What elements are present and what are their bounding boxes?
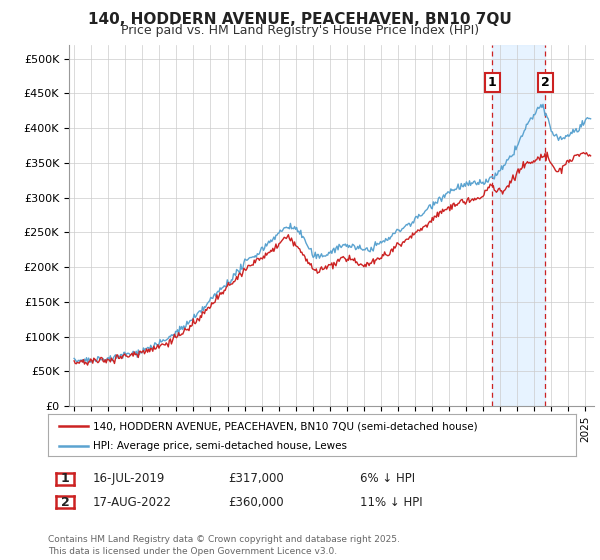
Text: £317,000: £317,000 — [228, 472, 284, 486]
Text: 140, HODDERN AVENUE, PEACEHAVEN, BN10 7QU: 140, HODDERN AVENUE, PEACEHAVEN, BN10 7Q… — [88, 12, 512, 27]
Text: 1: 1 — [488, 76, 497, 89]
Text: 140, HODDERN AVENUE, PEACEHAVEN, BN10 7QU (semi-detached house): 140, HODDERN AVENUE, PEACEHAVEN, BN10 7Q… — [93, 421, 478, 431]
Text: 11% ↓ HPI: 11% ↓ HPI — [360, 496, 422, 509]
Text: 1: 1 — [61, 472, 70, 486]
Bar — [493, 45, 545, 406]
Text: HPI: Average price, semi-detached house, Lewes: HPI: Average price, semi-detached house,… — [93, 441, 347, 451]
Text: 2: 2 — [541, 76, 550, 89]
Text: 6% ↓ HPI: 6% ↓ HPI — [360, 472, 415, 486]
Text: 2: 2 — [61, 496, 70, 509]
Text: Price paid vs. HM Land Registry's House Price Index (HPI): Price paid vs. HM Land Registry's House … — [121, 24, 479, 36]
Text: 17-AUG-2022: 17-AUG-2022 — [93, 496, 172, 509]
Text: Contains HM Land Registry data © Crown copyright and database right 2025.
This d: Contains HM Land Registry data © Crown c… — [48, 535, 400, 556]
Text: £360,000: £360,000 — [228, 496, 284, 509]
Text: 16-JUL-2019: 16-JUL-2019 — [93, 472, 166, 486]
